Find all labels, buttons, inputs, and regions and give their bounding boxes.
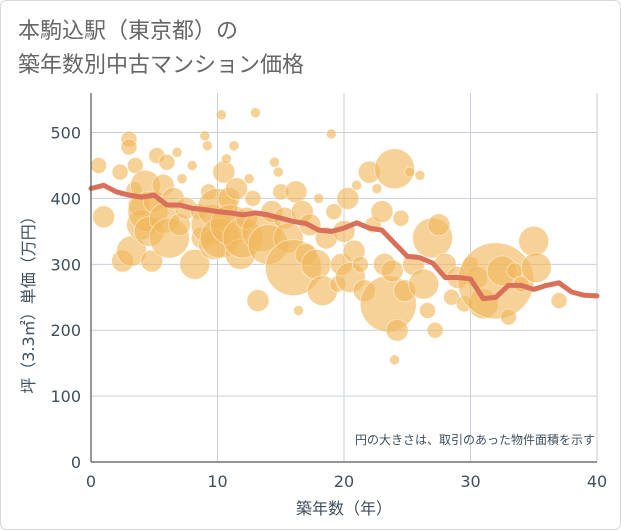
x-tick-label: 30	[460, 472, 480, 491]
x-tick-label: 10	[207, 472, 227, 491]
data-bubble	[158, 153, 176, 171]
data-bubble	[284, 180, 308, 204]
data-bubble	[325, 128, 337, 140]
title-line-1: 本駒込駅（東京都）の	[18, 19, 239, 44]
bubble-layer	[90, 107, 568, 366]
x-tick-label: 0	[86, 472, 96, 491]
y-tick-label: 500	[50, 124, 81, 143]
data-bubble	[352, 255, 369, 273]
data-bubble	[90, 157, 107, 174]
chart-title: 本駒込駅（東京都）の 築年数別中古マンション価格	[18, 15, 304, 83]
x-tick-label: 40	[587, 472, 607, 491]
trend-line	[88, 182, 600, 302]
data-bubble	[426, 321, 444, 339]
data-bubble	[243, 173, 255, 185]
data-bubble	[199, 130, 211, 142]
data-bubble	[92, 205, 116, 229]
data-bubble	[171, 146, 183, 158]
data-bubble	[380, 259, 404, 283]
data-bubble	[293, 305, 304, 316]
data-bubble	[392, 209, 410, 227]
data-bubble	[520, 252, 552, 284]
title-line-2: 築年数別中古マンション価格	[18, 53, 305, 78]
data-bubble	[140, 249, 164, 273]
y-tick-label: 300	[50, 255, 81, 274]
data-bubble	[179, 248, 211, 280]
data-bubble	[427, 213, 451, 237]
data-bubble	[500, 308, 517, 326]
x-axis-label: 築年数（年）	[296, 499, 392, 518]
data-bubble	[176, 173, 188, 185]
data-bubble	[550, 292, 568, 309]
data-bubble	[404, 166, 416, 178]
data-bubble	[186, 160, 198, 171]
data-bubble	[414, 169, 426, 181]
data-bubble	[374, 148, 416, 190]
data-bubble	[201, 140, 213, 152]
data-bubble	[325, 203, 343, 221]
size-note: 円の大きさは、取引のあった物件面積を示す	[355, 432, 595, 447]
data-bubble	[385, 318, 409, 342]
data-bubble	[419, 302, 436, 319]
data-bubble	[246, 289, 270, 312]
data-bubble	[111, 163, 129, 181]
data-bubble	[300, 248, 332, 280]
data-bubble	[336, 187, 360, 210]
y-tick-label: 200	[50, 321, 81, 340]
data-bubble	[389, 354, 401, 366]
data-bubble	[370, 200, 394, 224]
data-bubble	[272, 166, 284, 178]
data-bubble	[313, 193, 325, 204]
data-bubble	[228, 140, 240, 152]
data-bubble	[371, 183, 383, 194]
data-bubble	[225, 177, 248, 200]
data-bubble	[351, 179, 363, 191]
y-tick-label: 100	[50, 387, 81, 406]
data-bubble	[518, 225, 550, 257]
data-bubble	[408, 268, 440, 300]
data-bubble	[120, 138, 138, 156]
data-bubble	[126, 157, 144, 174]
data-bubble	[220, 153, 232, 165]
y-tick-label: 400	[50, 189, 81, 208]
data-bubble	[215, 109, 227, 121]
y-axis-label: 坪（3.3㎡）単価（万円）	[19, 208, 38, 393]
data-bubble	[244, 190, 262, 207]
y-tick-label: 0	[71, 453, 81, 472]
trend-layer	[88, 182, 600, 302]
data-bubble	[250, 107, 261, 119]
x-tick-label: 20	[334, 472, 354, 491]
data-bubble	[269, 156, 280, 168]
